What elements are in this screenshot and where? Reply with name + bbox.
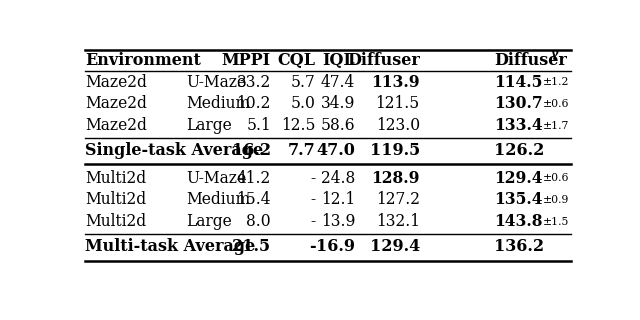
- Text: Maze2d: Maze2d: [85, 95, 147, 112]
- Text: 13.9: 13.9: [321, 213, 355, 230]
- Text: Multi-task Average: Multi-task Average: [85, 238, 255, 255]
- Text: CQL: CQL: [278, 52, 316, 69]
- Text: -: -: [310, 170, 316, 187]
- Text: 5.1: 5.1: [246, 117, 271, 134]
- Text: 16.9: 16.9: [316, 238, 355, 255]
- Text: 5.0: 5.0: [291, 95, 316, 112]
- Text: Large: Large: [187, 117, 232, 134]
- Text: 24.8: 24.8: [321, 170, 355, 187]
- Text: U-Maze: U-Maze: [187, 170, 247, 187]
- Text: 113.9: 113.9: [371, 74, 420, 91]
- Text: -: -: [310, 191, 316, 208]
- Text: 135.4: 135.4: [494, 191, 543, 208]
- Text: Multi2d: Multi2d: [85, 213, 146, 230]
- Text: Diffuser: Diffuser: [494, 52, 567, 69]
- Text: 33.2: 33.2: [237, 74, 271, 91]
- Text: Maze2d: Maze2d: [85, 74, 147, 91]
- Text: γ: γ: [550, 47, 559, 60]
- Text: ±0.6: ±0.6: [543, 99, 569, 109]
- Text: 129.4: 129.4: [369, 238, 420, 255]
- Text: ±0.6: ±0.6: [543, 173, 569, 183]
- Text: 10.2: 10.2: [237, 95, 271, 112]
- Text: 130.7: 130.7: [494, 95, 543, 112]
- Text: ±1.5: ±1.5: [543, 217, 569, 227]
- Text: Maze2d: Maze2d: [85, 117, 147, 134]
- Text: 34.9: 34.9: [321, 95, 355, 112]
- Text: 58.6: 58.6: [321, 117, 355, 134]
- Text: ±1.7: ±1.7: [543, 121, 569, 131]
- Text: U-Maze: U-Maze: [187, 74, 247, 91]
- Text: 47.4: 47.4: [321, 74, 355, 91]
- Text: 123.0: 123.0: [376, 117, 420, 134]
- Text: Medium: Medium: [187, 191, 251, 208]
- Text: -: -: [310, 213, 316, 230]
- Text: 16.2: 16.2: [232, 142, 271, 159]
- Text: 119.5: 119.5: [369, 142, 420, 159]
- Text: Multi2d: Multi2d: [85, 170, 146, 187]
- Text: 7.7: 7.7: [288, 142, 316, 159]
- Text: 127.2: 127.2: [376, 191, 420, 208]
- Text: Large: Large: [187, 213, 232, 230]
- Text: 114.5: 114.5: [494, 74, 543, 91]
- Text: 8.0: 8.0: [246, 213, 271, 230]
- Text: 5.7: 5.7: [291, 74, 316, 91]
- Text: 126.2: 126.2: [494, 142, 545, 159]
- Text: ±0.9: ±0.9: [543, 195, 569, 205]
- Text: 15.4: 15.4: [236, 191, 271, 208]
- Text: 129.4: 129.4: [494, 170, 543, 187]
- Text: 132.1: 132.1: [376, 213, 420, 230]
- Text: 21.5: 21.5: [232, 238, 271, 255]
- Text: IQL: IQL: [323, 52, 355, 69]
- Text: 136.2: 136.2: [494, 238, 544, 255]
- Text: Multi2d: Multi2d: [85, 191, 146, 208]
- Text: 41.2: 41.2: [237, 170, 271, 187]
- Text: Diffuser: Diffuser: [347, 52, 420, 69]
- Text: ±1.2: ±1.2: [543, 77, 569, 87]
- Text: Environment: Environment: [85, 52, 201, 69]
- Text: Medium: Medium: [187, 95, 251, 112]
- Text: 143.8: 143.8: [494, 213, 543, 230]
- Text: 12.1: 12.1: [321, 191, 355, 208]
- Text: 133.4: 133.4: [494, 117, 543, 134]
- Text: 47.0: 47.0: [316, 142, 355, 159]
- Text: 128.9: 128.9: [371, 170, 420, 187]
- Text: Single-task Average: Single-task Average: [85, 142, 263, 159]
- Text: 12.5: 12.5: [281, 117, 316, 134]
- Text: 121.5: 121.5: [376, 95, 420, 112]
- Text: -: -: [309, 238, 316, 255]
- Text: MPPI: MPPI: [222, 52, 271, 69]
